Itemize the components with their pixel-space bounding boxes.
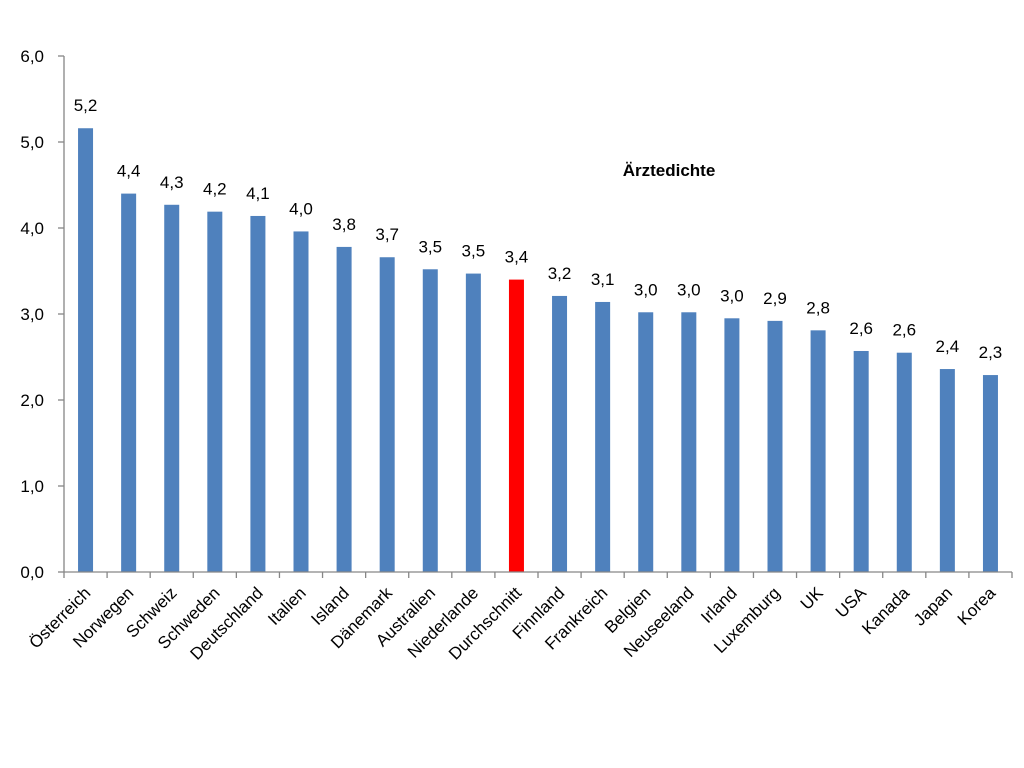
data-label: 4,3 (160, 173, 184, 192)
data-label: 4,0 (289, 199, 313, 218)
data-label: 3,5 (418, 237, 442, 256)
bar (422, 269, 438, 572)
bar (767, 320, 783, 572)
y-tick-label: 3,0 (20, 305, 44, 324)
bar (939, 369, 955, 572)
category-label: UK (797, 583, 828, 614)
bar (681, 312, 697, 572)
x-axis: ÖsterreichNorwegenSchweizSchwedenDeutsch… (25, 571, 1013, 664)
data-label: 3,8 (332, 215, 356, 234)
category-label: Italien (264, 583, 310, 629)
bar (638, 312, 654, 572)
data-labels: 5,2 4,4 4,3 4,2 4,1 4,0 3,8 3,7 3,5 3,5 3,4 3,2 3,1 3… (74, 96, 1003, 362)
bar (121, 193, 137, 572)
bar (336, 246, 352, 573)
data-label: 3,7 (375, 225, 399, 244)
y-tick-label: 6,0 (20, 47, 44, 66)
data-label: 5,2 (74, 96, 98, 115)
y-tick-label: 4,0 (20, 219, 44, 238)
bar (465, 273, 481, 572)
category-label: Kanada (858, 583, 913, 638)
data-label: 2,6 (892, 321, 916, 340)
data-label: 2,9 (763, 289, 787, 308)
bar (982, 375, 998, 572)
bar (595, 301, 611, 572)
data-label: 3,1 (591, 270, 615, 289)
bars (78, 128, 998, 573)
bar (552, 295, 568, 572)
data-label: 4,1 (246, 184, 270, 203)
bar (207, 211, 223, 572)
bar (853, 350, 869, 572)
bar (379, 257, 395, 572)
category-label: Korea (954, 583, 1000, 629)
category-label: Japan (910, 583, 956, 629)
chart-title: Ärztedichte (623, 161, 716, 180)
y-tick-label: 5,0 (20, 133, 44, 152)
data-label: 4,4 (117, 162, 141, 181)
y-tick-label: 1,0 (20, 477, 44, 496)
bar (810, 330, 826, 572)
data-label: 3,0 (634, 280, 658, 299)
bar (896, 352, 912, 572)
y-tick-label: 2,0 (20, 391, 44, 410)
bar (78, 128, 94, 573)
data-label: 2,4 (936, 337, 960, 356)
data-label: 2,8 (806, 298, 830, 317)
y-axis: 0,0 1,0 2,0 3,0 4,0 5,0 6,0 (20, 47, 65, 582)
bar (164, 204, 180, 572)
bar (293, 231, 309, 572)
data-label: 3,2 (548, 264, 572, 283)
bar (250, 215, 266, 572)
data-label: 4,2 (203, 180, 227, 199)
bar (508, 279, 524, 572)
data-label: 2,3 (979, 343, 1003, 362)
bar (724, 318, 740, 572)
category-label: USA (832, 583, 871, 622)
data-label: 3,0 (720, 286, 744, 305)
data-label: 3,4 (505, 248, 529, 267)
data-label: 2,6 (849, 319, 873, 338)
y-tick-label: 0,0 (20, 563, 44, 582)
data-label: 3,5 (462, 242, 486, 261)
data-label: 3,0 (677, 280, 701, 299)
